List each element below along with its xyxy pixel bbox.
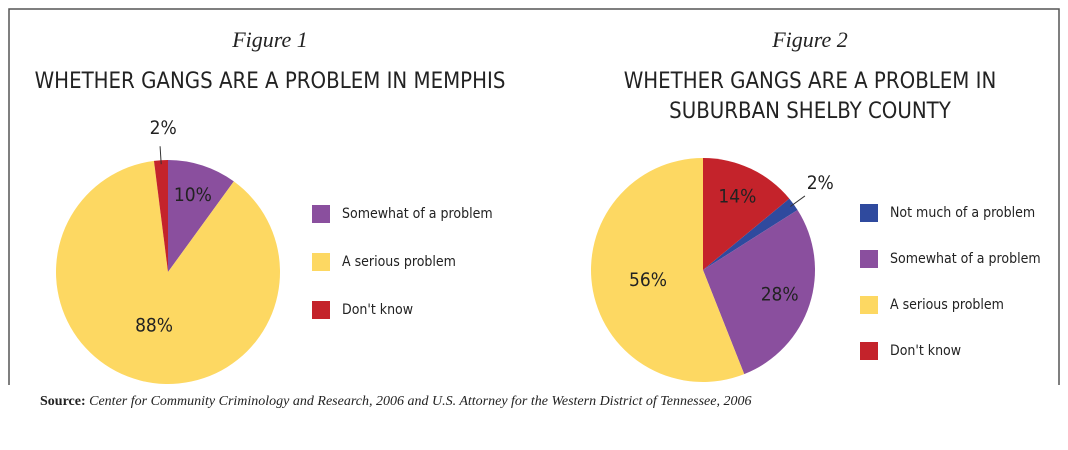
legend-swatch [312, 253, 330, 271]
chart-title: WHETHER GANGS ARE A PROBLEM IN [624, 69, 997, 94]
legend-swatch [312, 301, 330, 319]
chart-title: WHETHER GANGS ARE A PROBLEM IN MEMPHIS [35, 69, 506, 94]
frame [8, 8, 1060, 385]
source: Source: Center for Community Criminology… [40, 394, 752, 409]
legend-label: Don't know [890, 343, 961, 359]
pie-slice [591, 158, 745, 382]
source-label: Source: [40, 394, 86, 409]
pie-slice [153, 160, 168, 272]
legend-swatch [312, 205, 330, 223]
legend-label: Somewhat of a problem [342, 206, 493, 222]
data-label: 56% [629, 269, 667, 291]
pie-slice [56, 160, 281, 384]
data-label: 2% [150, 117, 177, 139]
leader-line [790, 195, 806, 207]
figure-label: Figure 1 [231, 27, 308, 52]
legend-swatch [860, 250, 878, 268]
chart-title: SUBURBAN SHELBY COUNTY [669, 99, 952, 124]
pie-slice [168, 160, 234, 272]
legend-label: Not much of a problem [890, 205, 1035, 221]
legend-swatch [860, 342, 878, 360]
leader-line [159, 146, 162, 165]
data-label: 14% [718, 186, 756, 208]
pie-slice [703, 209, 815, 375]
legend-swatch [860, 204, 878, 222]
legend-label: Don't know [342, 302, 413, 318]
data-label: 10% [174, 184, 212, 206]
data-label: 2% [807, 172, 834, 194]
legend-label: A serious problem [342, 254, 456, 270]
pie-slice [703, 198, 798, 270]
figure-label: Figure 2 [771, 27, 848, 52]
pie-slice [703, 158, 790, 270]
legend-label: A serious problem [890, 297, 1004, 313]
data-label: 28% [761, 283, 799, 305]
legend-swatch [860, 296, 878, 314]
data-label: 88% [135, 315, 173, 337]
legend-label: Somewhat of a problem [890, 251, 1041, 267]
source-text: Center for Community Criminology and Res… [89, 394, 751, 409]
